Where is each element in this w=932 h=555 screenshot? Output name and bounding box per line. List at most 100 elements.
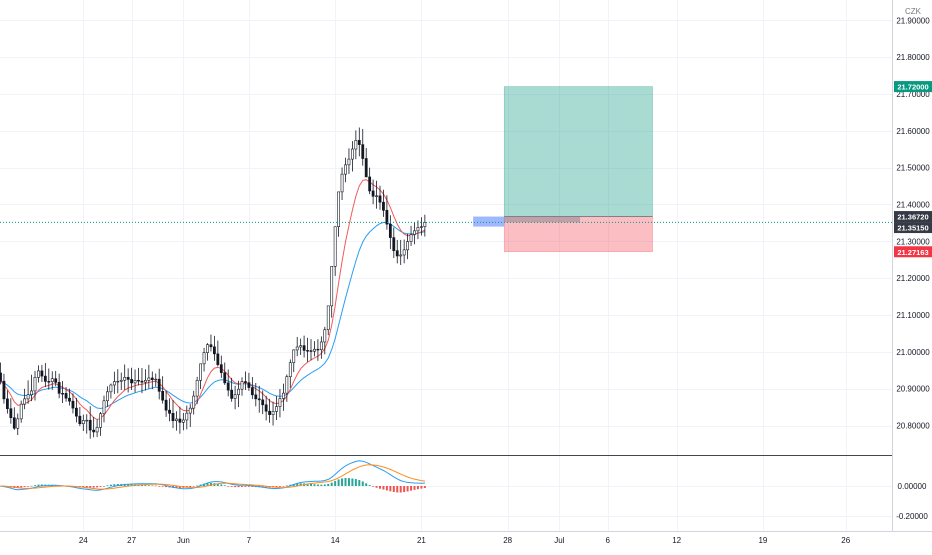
macd-hist-bar-29 (99, 486, 102, 487)
candle-body (123, 377, 127, 381)
candle-body (116, 380, 120, 383)
macd-hist-bar-33 (113, 484, 116, 486)
time-axis[interactable]: 24 27 Jun 7 14 21 28 Jul 6 12 19 26 (79, 536, 851, 545)
candle-body (33, 377, 37, 392)
candle-body (19, 403, 23, 420)
candle-body (364, 158, 368, 178)
price-tick-label: 21.70000 (896, 90, 930, 99)
candle-body (164, 399, 168, 411)
candle-122 (419, 217, 423, 236)
macd-hist-bar-59 (203, 483, 206, 486)
macd-hist-bar-101 (347, 478, 350, 486)
candle-body (230, 389, 234, 399)
price-tick-label: 21.50000 (896, 164, 930, 173)
price-badge-bg (894, 246, 932, 258)
macd-hist-bar-5 (16, 486, 19, 488)
macd-hist-bar-27 (92, 486, 95, 488)
candle-123 (423, 214, 427, 237)
macd-hist-bar-65 (223, 485, 226, 486)
candle-body (295, 346, 299, 351)
macd-hist-bar-106 (365, 483, 368, 486)
macd-hist-bar-123 (423, 486, 426, 489)
macd-hist-bar-93 (320, 484, 323, 486)
macd-hist-bar-57 (196, 485, 199, 487)
candle-body (399, 254, 403, 257)
macd-hist-bar-7 (23, 486, 26, 487)
candle-body (302, 345, 306, 351)
candle-98 (337, 191, 341, 237)
candle-body (357, 140, 361, 145)
price-tick-label: 20.80000 (896, 422, 930, 431)
candle-43 (147, 364, 151, 389)
candle-body (313, 348, 316, 352)
candle-67 (230, 377, 234, 402)
macd-hist-bar-26 (89, 486, 92, 488)
macd-hist-bar-103 (354, 479, 357, 486)
macd-hist-bar-63 (216, 483, 219, 486)
candle-body (119, 379, 123, 382)
macd-hist-bar-52 (178, 486, 181, 489)
candle-body (261, 399, 265, 406)
macd-hist-bar-34 (116, 484, 119, 486)
candle-13 (43, 363, 47, 388)
candle-body (254, 394, 258, 400)
candle-body (406, 241, 410, 251)
macd-axis[interactable]: 0.00000 -0.20000 (896, 482, 928, 521)
macd-hist-bar-80 (275, 486, 278, 488)
candle-body (271, 411, 275, 415)
candle-body (402, 249, 406, 256)
time-tick-label: Jul (554, 536, 564, 545)
candle-41 (140, 368, 144, 394)
macd-line (0, 460, 425, 491)
macd-pane (0, 460, 426, 493)
candle-53 (181, 412, 185, 431)
macd-hist-bar-67 (230, 486, 233, 487)
candle-body (299, 345, 303, 348)
candle-body (109, 384, 113, 393)
candle-15 (50, 371, 54, 390)
candle-85 (292, 349, 296, 373)
candle-body (285, 376, 289, 394)
price-badge-last-price: 21.36720 (894, 211, 932, 223)
candle-body (6, 398, 9, 409)
candle-body (199, 363, 203, 381)
candle-body (75, 407, 78, 417)
time-tick-label: 27 (127, 536, 136, 545)
candle-60 (206, 343, 209, 361)
candle-31 (106, 386, 109, 407)
candle-body (237, 388, 240, 396)
candle-34 (116, 369, 120, 394)
candle-49 (168, 398, 171, 422)
macd-hist-bar-102 (351, 478, 354, 486)
candle-body (147, 377, 151, 381)
macd-tick-label: 0.00000 (898, 482, 927, 491)
candle-20 (68, 388, 71, 406)
candle-body (16, 418, 20, 429)
candle-9 (30, 374, 33, 402)
candle-body (50, 378, 54, 382)
macd-hist-bar-60 (206, 483, 209, 486)
macd-hist-bar-24 (82, 486, 85, 488)
candle-body (206, 344, 209, 353)
macd-hist-bar-100 (344, 478, 347, 486)
price-axis[interactable]: 21.90000 21.80000 21.70000 21.60000 21.50000… (896, 16, 930, 430)
macd-hist-bar-28 (96, 486, 99, 488)
macd-hist-bar-43 (147, 485, 150, 486)
candle-body (350, 148, 354, 160)
candle-body (144, 380, 147, 383)
macd-hist-bar-112 (385, 486, 388, 491)
candle-body (0, 372, 2, 382)
candle-body (192, 395, 196, 409)
candle-body (319, 341, 323, 351)
candle-body (323, 329, 327, 343)
candle-50 (171, 400, 175, 429)
macd-hist-bar-37 (127, 484, 130, 486)
candle-body (30, 390, 33, 395)
profit-zone[interactable] (503, 86, 653, 217)
time-tick-label: 21 (417, 536, 426, 545)
macd-hist-bar-82 (282, 486, 285, 487)
candle-81 (278, 388, 282, 418)
